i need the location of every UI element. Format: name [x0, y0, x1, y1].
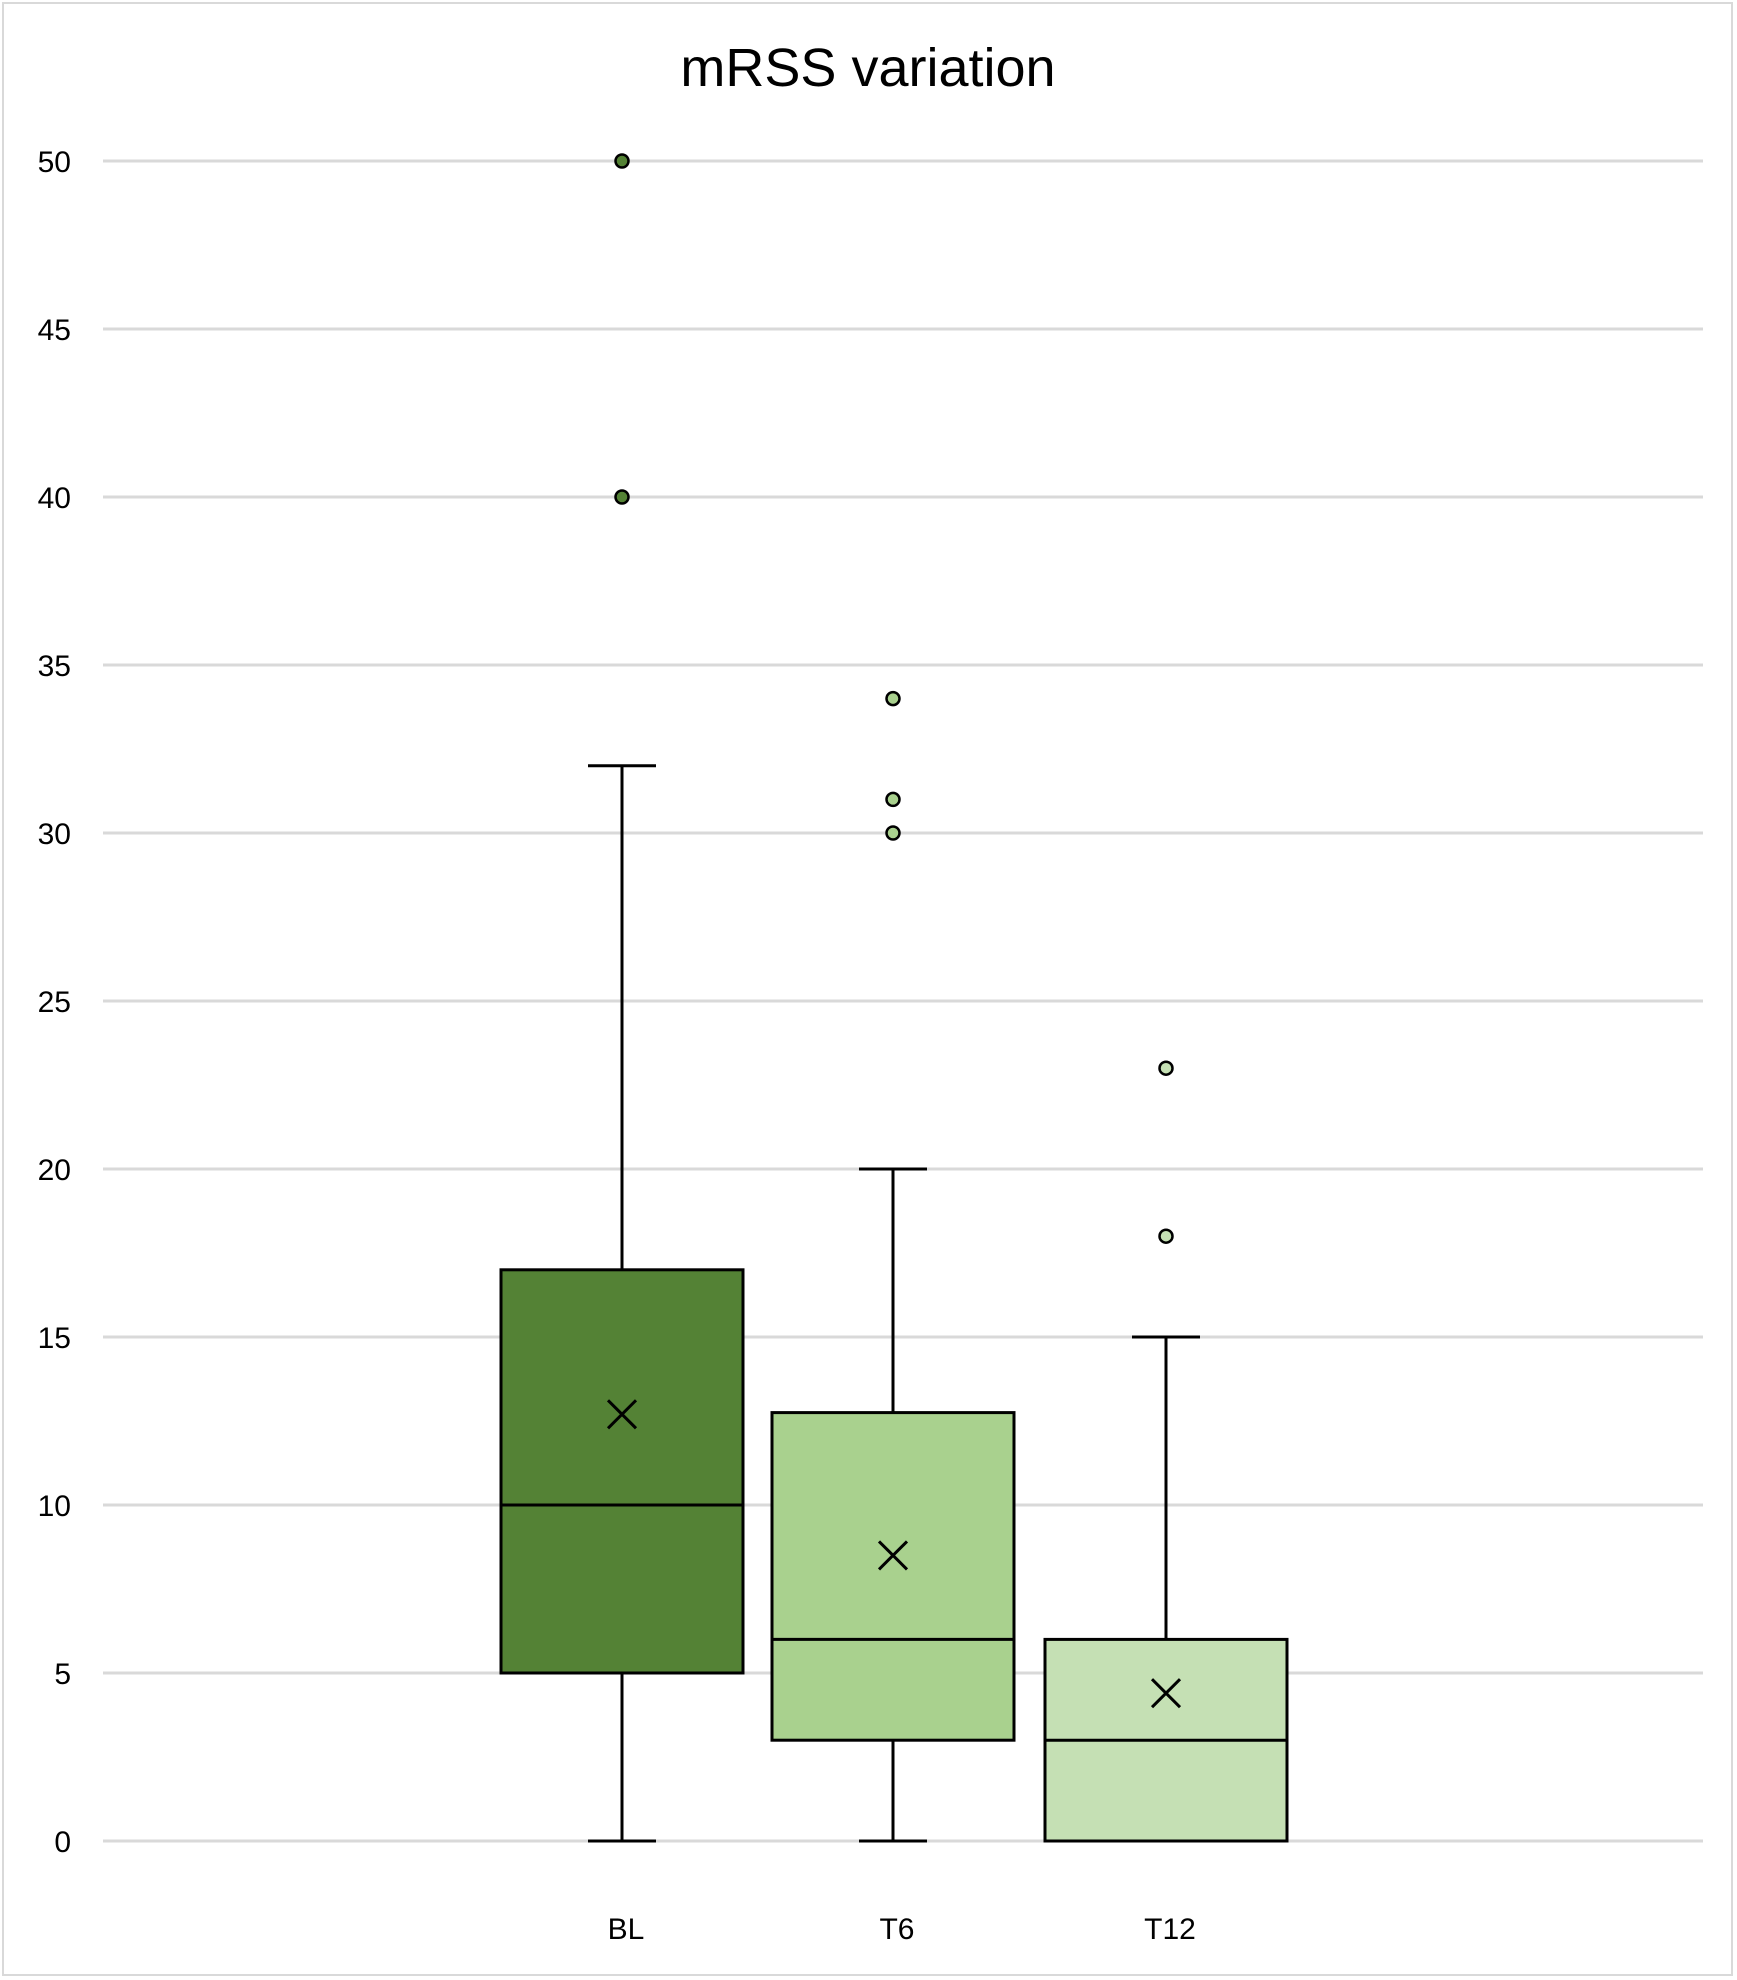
outlier-point: [885, 825, 901, 841]
box-t6: [770, 690, 1016, 1843]
outlier-point: [885, 791, 901, 808]
y-tick-label-5: 5: [54, 1658, 71, 1691]
y-tick-label-10: 10: [38, 1490, 71, 1523]
y-tick-label-45: 45: [38, 314, 71, 347]
gridlines: [103, 159, 1703, 1843]
outlier-point: [1158, 1228, 1174, 1244]
iqr-box: [499, 1268, 745, 1675]
outlier-point: [885, 690, 901, 707]
x-category-label-bl: BL: [608, 1913, 645, 1946]
y-tick-label-0: 0: [54, 1826, 71, 1859]
x-axis-category-labels: BL T6 T12: [608, 1913, 1196, 1946]
y-axis-tick-labels: 0 5 10 15 20 25 30 35 40 45 50: [38, 146, 71, 1859]
mean-marker-stroke-b: [1150, 1678, 1182, 1709]
x-category-label-t6: T6: [879, 1913, 914, 1946]
outlier-point: [614, 489, 630, 505]
outlier-point: [614, 153, 630, 169]
iqr-box: [770, 1411, 1016, 1742]
mean-marker-stroke-b: [877, 1540, 909, 1571]
mean-marker-stroke-b: [606, 1399, 638, 1430]
y-tick-label-25: 25: [38, 986, 71, 1019]
box-t12: [1043, 1060, 1289, 1843]
box-series: [499, 153, 1289, 1843]
x-category-label-t12: T12: [1144, 1913, 1196, 1946]
mean-marker: [877, 1540, 909, 1571]
mean-marker: [1150, 1678, 1182, 1709]
y-tick-label-50: 50: [38, 146, 71, 179]
box-bl: [499, 153, 745, 1843]
y-tick-label-30: 30: [38, 818, 71, 851]
y-tick-label-20: 20: [38, 1154, 71, 1187]
chart-title: mRSS variation: [680, 38, 1055, 98]
mean-marker: [606, 1399, 638, 1430]
y-tick-label-40: 40: [38, 482, 71, 515]
y-tick-label-35: 35: [38, 650, 71, 683]
y-tick-label-15: 15: [38, 1322, 71, 1355]
outlier-point: [1158, 1060, 1174, 1076]
